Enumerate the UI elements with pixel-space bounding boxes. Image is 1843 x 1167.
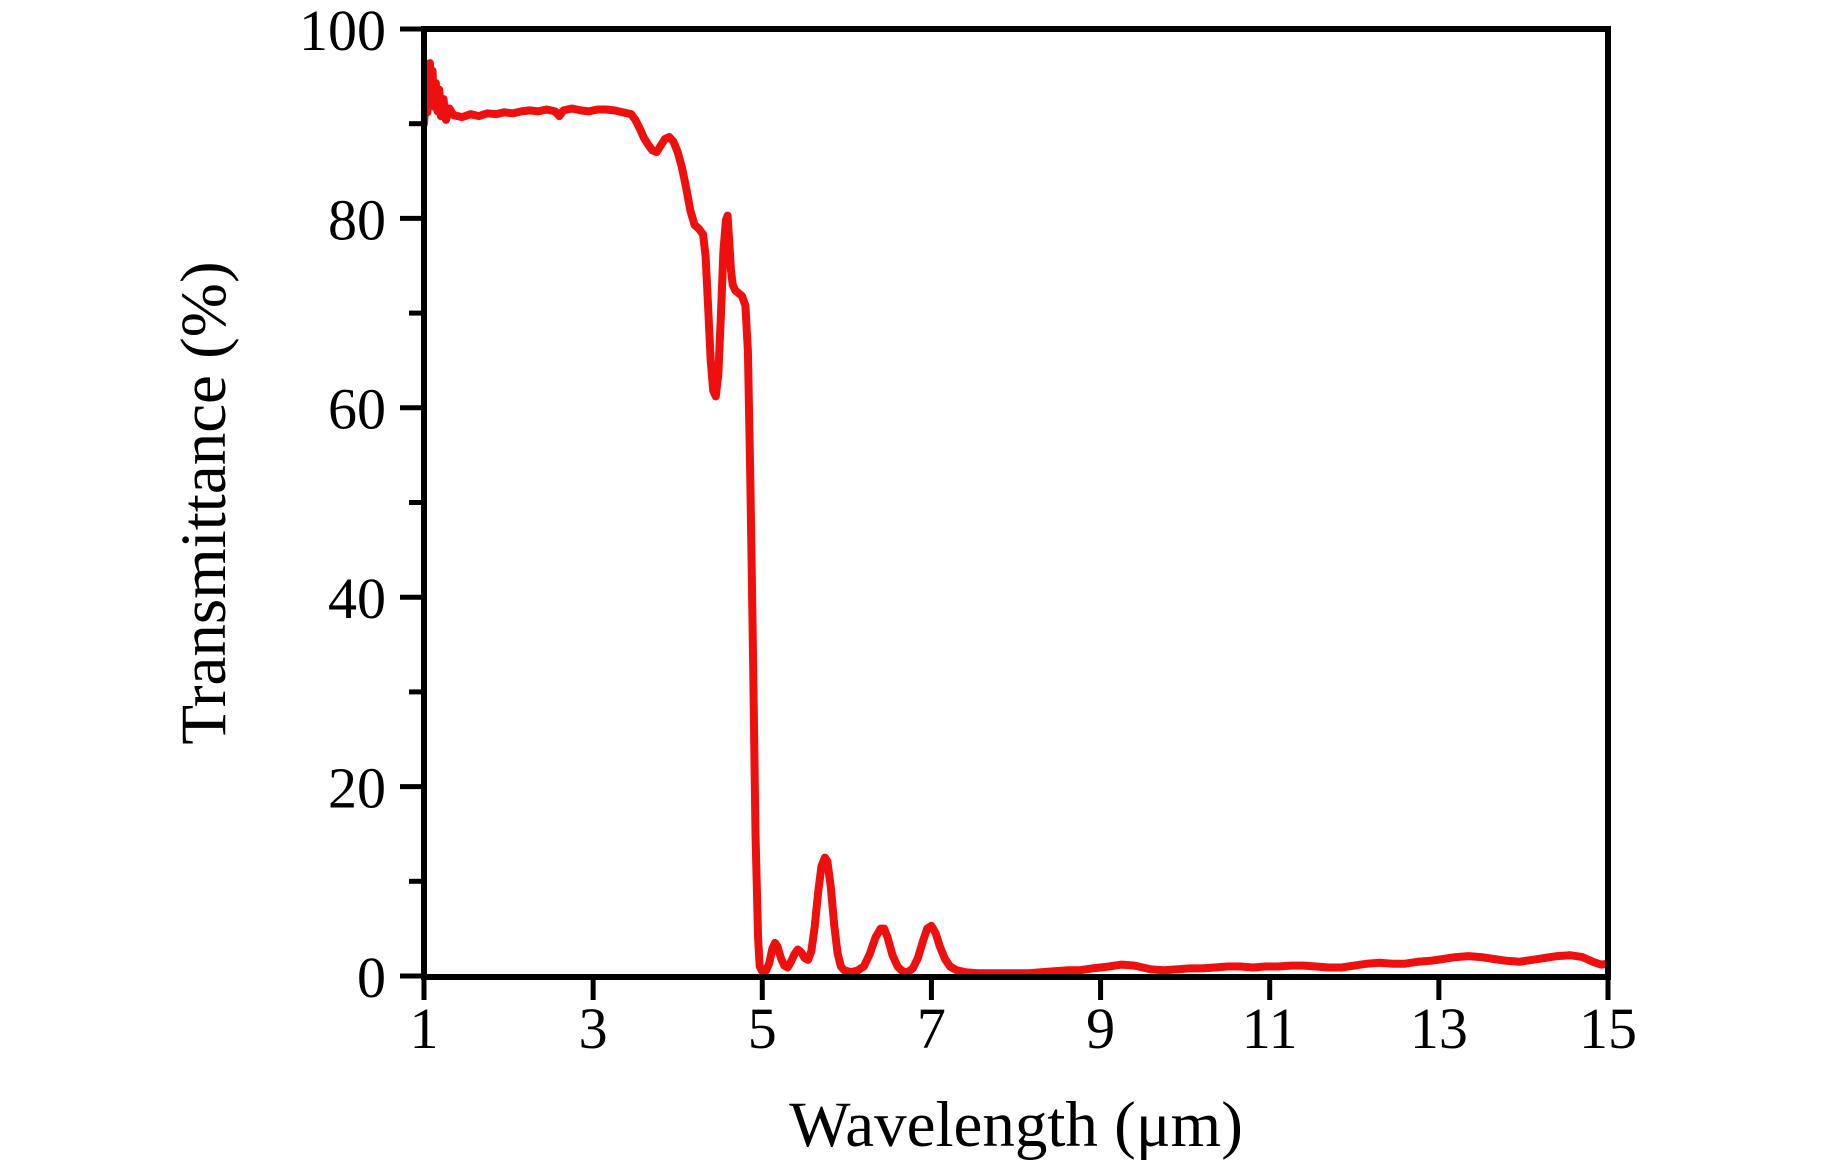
y-tick-label: 0 <box>357 945 386 1010</box>
x-tick-label: 1 <box>410 996 439 1061</box>
x-tick-label: 3 <box>579 996 608 1061</box>
x-axis-title: Wavelength (μm) <box>789 1089 1243 1161</box>
series-group <box>424 59 1608 977</box>
transmittance-spectrum-curve <box>424 59 1608 977</box>
y-tick-label: 100 <box>299 0 386 63</box>
x-tick-label: 9 <box>1086 996 1115 1061</box>
y-tick-label: 80 <box>328 187 386 252</box>
x-tick-label: 11 <box>1242 996 1298 1061</box>
x-tick-label: 7 <box>917 996 946 1061</box>
x-tick-label: 5 <box>748 996 777 1061</box>
y-tick-label: 40 <box>328 566 386 631</box>
plot-frame <box>421 26 1611 980</box>
x-tick-label: 13 <box>1410 996 1468 1061</box>
y-axis-title: Transmittance (%) <box>168 261 240 744</box>
ticks-group <box>400 26 1611 1000</box>
y-tick-label: 60 <box>328 377 386 442</box>
x-tick-label: 15 <box>1579 996 1637 1061</box>
y-tick-label: 20 <box>328 755 386 820</box>
